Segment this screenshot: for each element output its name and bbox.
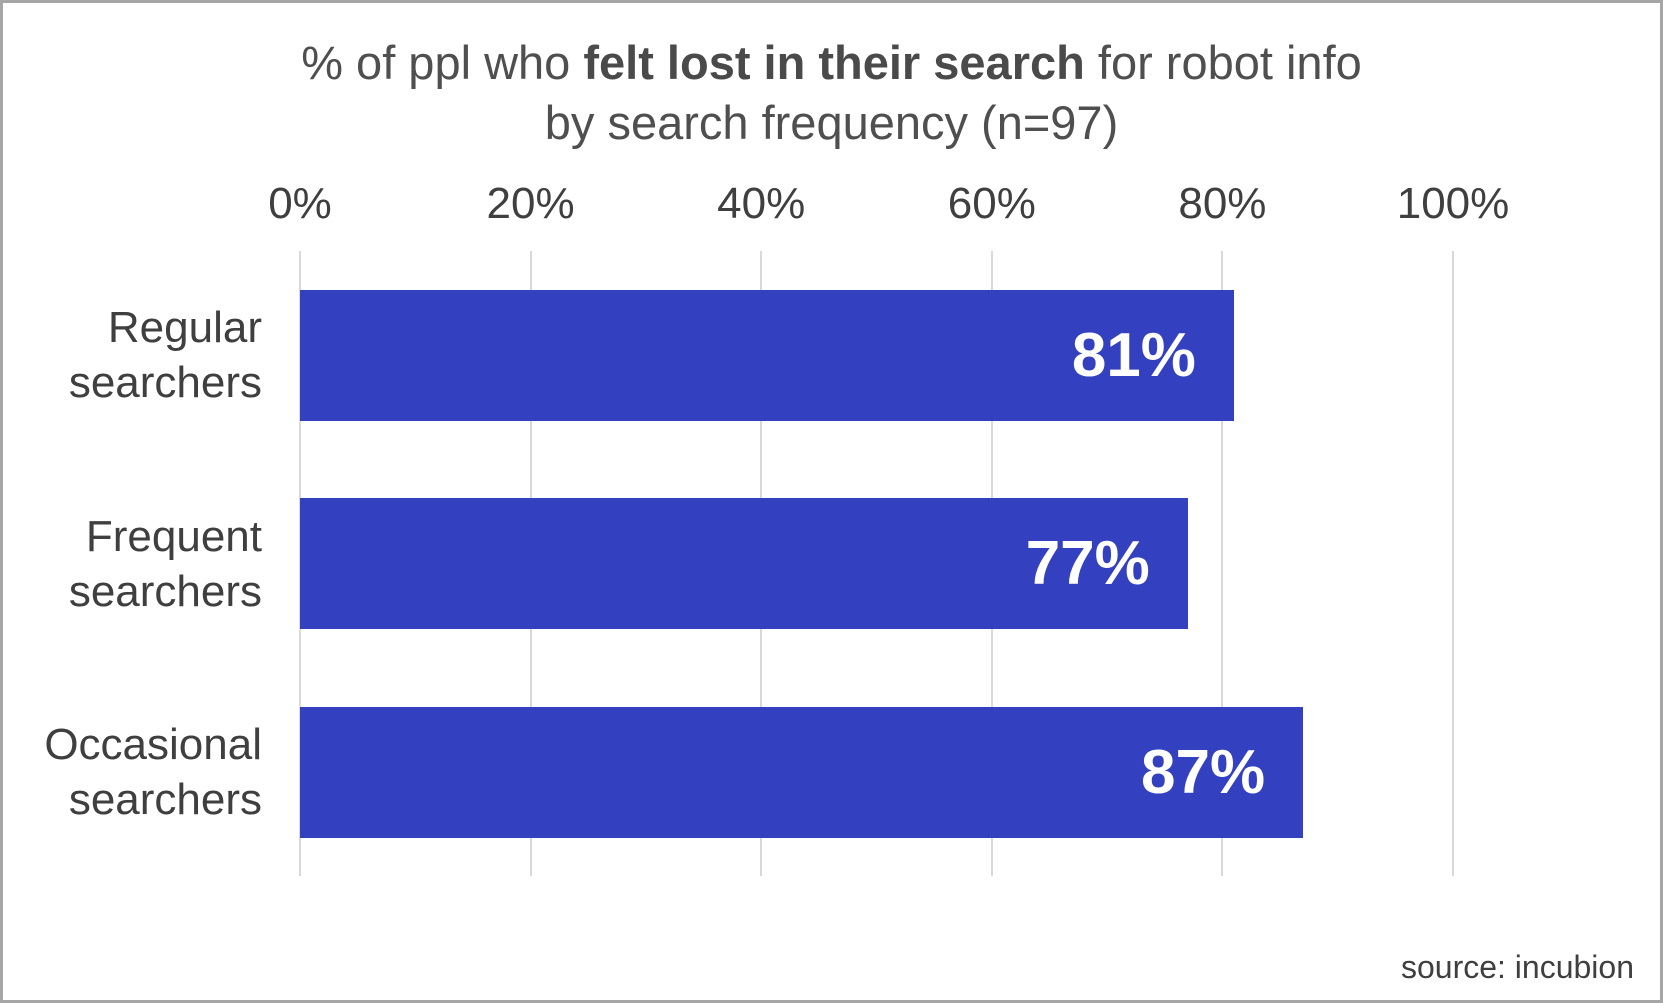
bar-value-label: 87% bbox=[1141, 737, 1266, 807]
category-label: Frequent searchers bbox=[68, 511, 262, 616]
bar: 87% bbox=[300, 706, 1304, 838]
bar-track: 77% bbox=[300, 498, 1453, 630]
title-suffix: for robot info bbox=[1084, 36, 1362, 89]
category-label: Regular searchers bbox=[68, 303, 262, 408]
x-tick-label: 0% bbox=[268, 179, 332, 229]
chart-title-line1: % of ppl who felt lost in their search f… bbox=[3, 33, 1660, 93]
bar-value-label: 81% bbox=[1071, 320, 1196, 390]
x-tick-label: 40% bbox=[717, 179, 806, 229]
title-prefix: % of ppl who bbox=[301, 36, 584, 89]
bar-track: 81% bbox=[300, 289, 1453, 421]
bar: 77% bbox=[300, 498, 1188, 630]
bar-rows: Regular searchers 81% Frequent searchers 77… bbox=[3, 251, 1660, 876]
chart-title: % of ppl who felt lost in their search f… bbox=[3, 33, 1660, 153]
bar-value-label: 77% bbox=[1025, 529, 1150, 599]
chart-title-line2: by search frequency (n=97) bbox=[544, 96, 1119, 150]
category-label: Occasional searchers bbox=[44, 720, 262, 825]
x-tick-label: 100% bbox=[1396, 179, 1510, 229]
bar-row: Frequent searchers 77% bbox=[3, 460, 1660, 668]
x-tick-label: 60% bbox=[947, 179, 1036, 229]
gridline bbox=[1452, 251, 1454, 877]
x-tick-label: 20% bbox=[486, 179, 575, 229]
x-tick-label: 80% bbox=[1178, 179, 1267, 229]
gridline bbox=[1221, 251, 1224, 877]
bar-track: 87% bbox=[300, 706, 1453, 838]
x-axis: 0% 20% 40% 60% 80% 100% bbox=[268, 179, 1509, 237]
plot-area: Regular searchers 81% Frequent searchers 77… bbox=[3, 251, 1660, 877]
bar-row: Regular searchers 81% bbox=[3, 251, 1660, 459]
bar-row: Occasional searchers 87% bbox=[3, 668, 1660, 876]
title-bold: felt lost in their search bbox=[583, 36, 1085, 89]
source-label: source: incubion bbox=[1400, 949, 1634, 985]
bar: 81% bbox=[300, 289, 1234, 421]
